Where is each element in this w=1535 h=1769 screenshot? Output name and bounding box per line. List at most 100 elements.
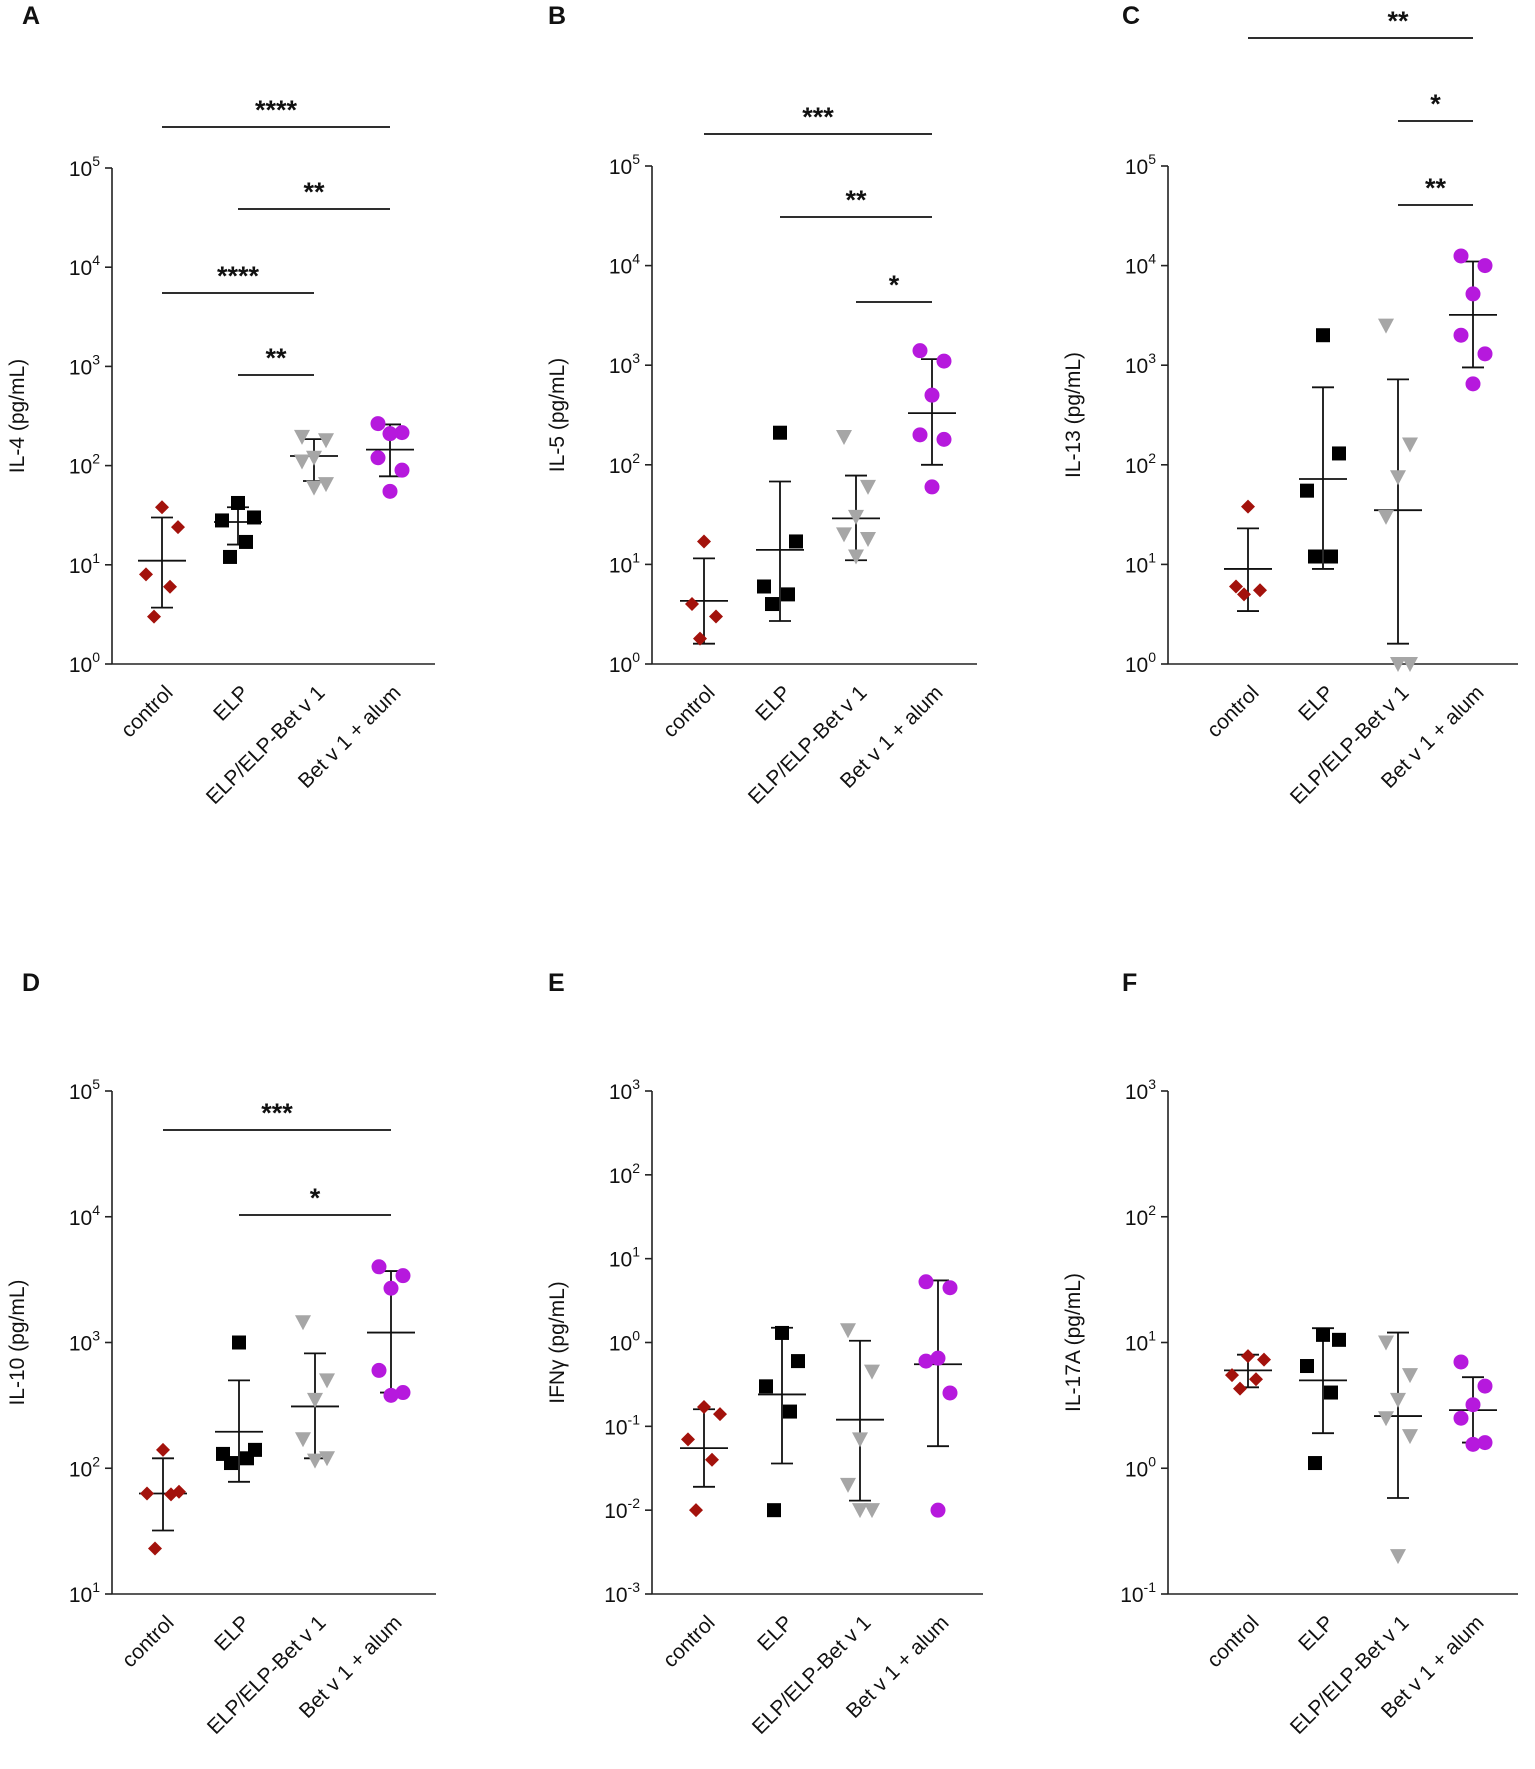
series-2 [291, 1315, 339, 1469]
panel-c: C 100 101 102 103 104 105 IL-13 (pg/mL) control… [1062, 2, 1518, 809]
data-point [1300, 483, 1314, 498]
data-point [765, 597, 779, 612]
data-point [239, 534, 253, 549]
data-point [689, 1503, 703, 1518]
data-point [773, 425, 787, 440]
data-point [864, 1364, 880, 1380]
y-tick-label: 102 [69, 1453, 100, 1481]
data-point [852, 1432, 868, 1448]
panel-a: A 100 101 102 103 104 105 IL-4 (pg/mL) control E… [6, 2, 435, 809]
data-point [1332, 446, 1346, 461]
panel-letter-b: B [548, 2, 566, 30]
panel-letter-e: E [548, 969, 565, 997]
data-point [918, 1274, 934, 1290]
data-point [1402, 1429, 1418, 1445]
y-tick-label: 103 [1125, 1076, 1156, 1104]
data-point [789, 534, 803, 549]
series-3 [1449, 248, 1497, 392]
x-category-label: control [1203, 681, 1264, 742]
series-1 [1299, 1327, 1347, 1471]
data-point [936, 431, 952, 447]
panel-f: F 10-1 100 101 102 103 IL-17A (pg/mL) control E… [1062, 969, 1518, 1739]
series-2 [836, 1323, 884, 1519]
data-point [836, 527, 852, 543]
data-point [294, 454, 310, 470]
significance-label: * [1430, 89, 1441, 119]
data-point [791, 1354, 805, 1369]
y-tick-label: 100 [1125, 649, 1156, 677]
data-point [864, 1503, 880, 1519]
data-point [1233, 1381, 1247, 1396]
y-tick-label: 102 [609, 1160, 640, 1188]
y-tick-label: 105 [69, 1076, 100, 1104]
y-tick-label: 105 [69, 153, 100, 181]
data-point [930, 1350, 946, 1366]
data-point [294, 429, 310, 445]
data-point [147, 609, 161, 624]
data-point [936, 353, 952, 369]
data-point [148, 1541, 162, 1556]
y-tick-label: 100 [609, 649, 640, 677]
series-1 [214, 495, 262, 564]
data-point [370, 416, 386, 432]
data-point [1249, 1372, 1263, 1387]
data-point [852, 1503, 868, 1519]
series-0 [138, 500, 186, 624]
y-tick-label: 101 [609, 549, 640, 577]
data-point [1316, 1327, 1330, 1342]
data-point [848, 509, 864, 525]
x-category-label: ELP [209, 681, 253, 725]
data-point [1257, 1352, 1271, 1367]
series-0 [1224, 1349, 1272, 1396]
significance-label: * [310, 1183, 321, 1213]
significance-label: * [889, 270, 900, 300]
data-point [382, 483, 398, 499]
series-2 [1374, 1331, 1422, 1565]
x-category-label: control [118, 1611, 179, 1672]
data-point [1308, 1456, 1322, 1471]
x-category-label: control [659, 1611, 720, 1672]
x-category-label: control [659, 681, 720, 742]
data-point [697, 534, 711, 549]
y-tick-label: 105 [1125, 151, 1156, 179]
data-point [240, 1451, 254, 1466]
data-point [156, 1442, 170, 1457]
y-tick-label: 103 [609, 350, 640, 378]
data-point [685, 597, 699, 612]
data-point [383, 1387, 399, 1403]
x-category-label: ELP [210, 1611, 254, 1655]
data-point [924, 387, 940, 403]
data-point [1453, 1410, 1469, 1426]
x-category-label: ELP [753, 1611, 797, 1655]
data-point [1402, 1368, 1418, 1384]
data-point [395, 1268, 411, 1284]
y-tick-label: 101 [1125, 1328, 1156, 1356]
data-point [1390, 470, 1406, 486]
data-point [1237, 587, 1251, 602]
data-point [860, 479, 876, 495]
data-point [1477, 346, 1493, 362]
significance-label: *** [261, 1098, 293, 1128]
x-category-label: ELP [1294, 1611, 1338, 1655]
y-tick-label: 104 [609, 251, 640, 279]
series-0 [680, 1400, 728, 1518]
y-axis-title: IL-13 (pg/mL) [1062, 352, 1085, 478]
data-point [319, 1451, 335, 1467]
data-point [1465, 1436, 1481, 1452]
y-tick-label: 103 [609, 1076, 640, 1104]
data-point [395, 1385, 411, 1401]
y-tick-label: 104 [69, 252, 100, 280]
data-point [840, 1323, 856, 1339]
panel-d: D 101 102 103 104 105 IL-10 (pg/mL) control ELP… [6, 969, 436, 1739]
data-point [140, 1486, 154, 1501]
y-tick-label: 101 [69, 1579, 100, 1607]
data-point [295, 1315, 311, 1331]
panel-letter-c: C [1122, 2, 1140, 30]
data-point [215, 513, 229, 528]
data-point [247, 510, 261, 525]
y-tick-label: 101 [69, 550, 100, 578]
data-point [223, 549, 237, 564]
panel-letter-a: A [22, 2, 40, 30]
significance-label: ** [303, 177, 325, 207]
data-point [394, 425, 410, 441]
